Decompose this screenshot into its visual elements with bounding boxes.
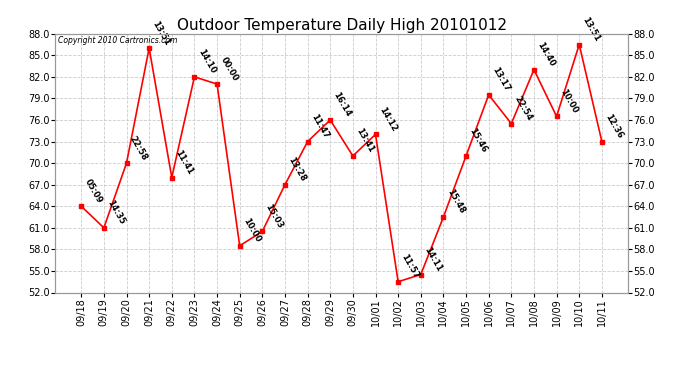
Text: Copyright 2010 Cartronics.com: Copyright 2010 Cartronics.com [58,36,177,45]
Text: 00:00: 00:00 [219,56,239,82]
Text: 11:57: 11:57 [400,253,421,280]
Text: 22:54: 22:54 [513,94,534,122]
Text: 14:11: 14:11 [422,245,444,273]
Text: 13:51: 13:51 [150,19,172,47]
Text: 15:46: 15:46 [467,127,489,154]
Text: 10:00: 10:00 [558,88,579,115]
Text: 13:17: 13:17 [490,66,511,93]
Text: 15:48: 15:48 [445,188,466,216]
Text: 16:14: 16:14 [332,91,353,118]
Text: 14:35: 14:35 [106,199,126,226]
Text: 13:28: 13:28 [286,156,308,183]
Text: 05:09: 05:09 [83,177,104,205]
Text: 22:58: 22:58 [128,134,149,162]
Text: 11:41: 11:41 [173,148,195,176]
Text: 11:47: 11:47 [309,112,330,140]
Text: 14:12: 14:12 [377,105,398,133]
Text: 12:36: 12:36 [603,112,624,140]
Text: 10:00: 10:00 [241,217,262,244]
Text: 14:10: 14:10 [196,48,217,75]
Text: 13:41: 13:41 [354,127,375,154]
Text: 14:40: 14:40 [535,40,557,68]
Text: 15:03: 15:03 [264,202,285,230]
Text: 13:51: 13:51 [580,15,602,43]
Title: Outdoor Temperature Daily High 20101012: Outdoor Temperature Daily High 20101012 [177,18,506,33]
